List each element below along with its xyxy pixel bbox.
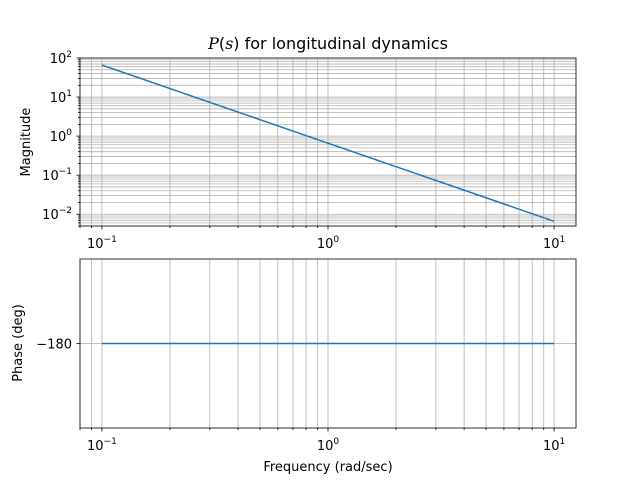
phase-frame bbox=[79, 258, 577, 429]
phase-ylabel: Phase (deg) bbox=[11, 304, 26, 382]
phase-axes: 10−1 100 101 −180 Phase (deg) Frequency (ra… bbox=[11, 258, 577, 475]
y-tick-label: 10−2 bbox=[42, 206, 72, 223]
x-tick-label: 100 bbox=[317, 437, 340, 454]
magnitude-ticks: 10−1 100 101 10−2 10−1 100 101 102 bbox=[42, 50, 565, 252]
x-tick-label: 101 bbox=[543, 235, 565, 252]
x-tick-label: 101 bbox=[543, 437, 565, 454]
chart-title: P(s) for longitudinal dynamics bbox=[207, 34, 448, 53]
magnitude-axes: 10−1 100 101 10−2 10−1 100 101 102 Magnitude bbox=[19, 50, 577, 252]
y-tick-label: 100 bbox=[50, 128, 73, 145]
phase-xlabel: Frequency (rad/sec) bbox=[263, 460, 392, 475]
y-tick-label: 102 bbox=[50, 50, 72, 67]
phase-ticks: 10−1 100 101 −180 bbox=[36, 338, 565, 455]
magnitude-frame bbox=[79, 57, 577, 227]
x-tick-label: 10−1 bbox=[87, 235, 117, 252]
y-tick-label: 10−1 bbox=[42, 167, 72, 184]
y-tick-label: 101 bbox=[50, 89, 72, 106]
y-tick-label: −180 bbox=[36, 338, 72, 353]
magnitude-series-line bbox=[101, 64, 555, 222]
x-tick-label: 10−1 bbox=[87, 437, 117, 454]
magnitude-ylabel: Magnitude bbox=[19, 108, 34, 177]
x-tick-label: 100 bbox=[317, 235, 340, 252]
